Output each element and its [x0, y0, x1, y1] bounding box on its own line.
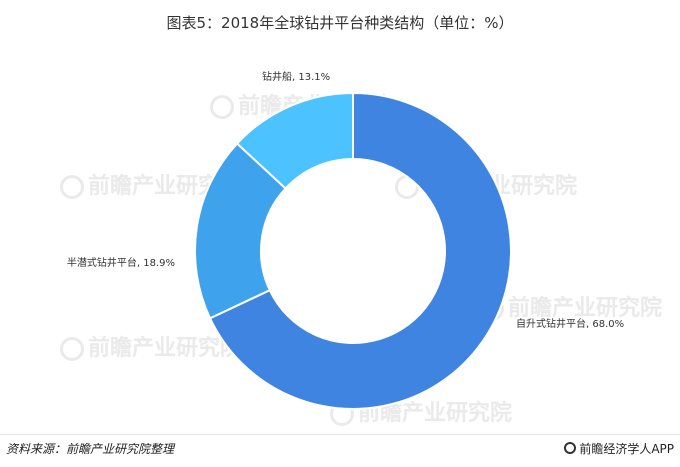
- slice-label: 半潜式钻井平台, 18.9%: [67, 256, 175, 269]
- watermark-logo-icon: [60, 175, 84, 199]
- watermark-text: 前瞻产业研究院: [88, 336, 243, 361]
- slice-label: 钻井船, 13.1%: [262, 70, 330, 83]
- watermark-logo-icon: [60, 337, 84, 361]
- watermark-text: 前瞻产业研究院: [508, 296, 663, 321]
- brand-name: 前瞻经济学人APP: [579, 442, 674, 456]
- chart-title: 图表5：2018年全球钻井平台种类结构（单位：%）: [166, 14, 514, 32]
- donut-slice: [208, 91, 512, 410]
- donut-slice: [235, 91, 354, 190]
- source-note: 资料来源：前瞻产业研究院整理: [6, 442, 175, 456]
- watermark-logo-icon: [210, 95, 234, 119]
- brand-logo-icon: [564, 442, 577, 454]
- slice-labels: 自升式钻井平台, 68.0% 半潜式钻井平台, 18.9% 钻井船, 13.1%: [67, 70, 624, 330]
- watermark: 前瞻产业研究院: [60, 330, 242, 362]
- slice-label: 自升式钻井平台, 68.0%: [516, 317, 624, 330]
- brand-credit: 前瞻经济学人APP: [564, 440, 674, 457]
- donut-slices: [194, 91, 512, 410]
- footer-divider: [0, 434, 680, 435]
